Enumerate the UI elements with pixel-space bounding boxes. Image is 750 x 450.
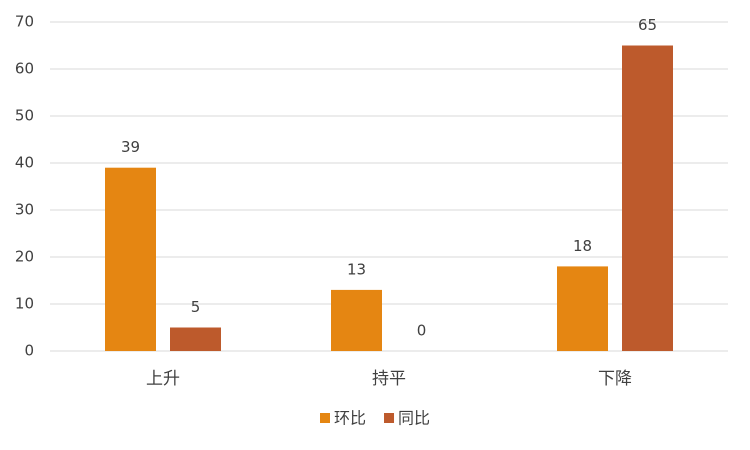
bar	[331, 289, 382, 351]
y-tick-label: 40	[15, 154, 34, 172]
value-label: 18	[573, 237, 592, 255]
y-tick-label: 0	[24, 342, 34, 360]
value-label: 65	[638, 16, 657, 34]
legend: 环比 同比	[320, 409, 430, 428]
legend-label: 环比	[334, 409, 366, 428]
x-tick-label: 下降	[598, 369, 632, 389]
bar	[622, 45, 673, 351]
y-tick-label: 10	[15, 295, 34, 313]
y-tick-label: 50	[15, 107, 34, 125]
y-tick-label: 30	[15, 201, 34, 219]
bar	[170, 327, 221, 351]
x-tick-label: 持平	[372, 369, 406, 389]
legend-label: 同比	[398, 409, 430, 428]
bar	[557, 266, 608, 351]
value-label: 39	[121, 138, 140, 156]
x-tick-label: 上升	[146, 369, 180, 389]
legend-swatch	[384, 413, 395, 423]
y-tick-label: 70	[15, 13, 34, 31]
legend-swatch	[320, 413, 330, 423]
bar	[105, 167, 156, 351]
value-label: 13	[347, 260, 366, 278]
value-label: 5	[191, 298, 201, 316]
value-label: 0	[417, 322, 427, 340]
y-tick-label: 20	[15, 248, 34, 266]
y-tick-label: 60	[15, 60, 34, 78]
